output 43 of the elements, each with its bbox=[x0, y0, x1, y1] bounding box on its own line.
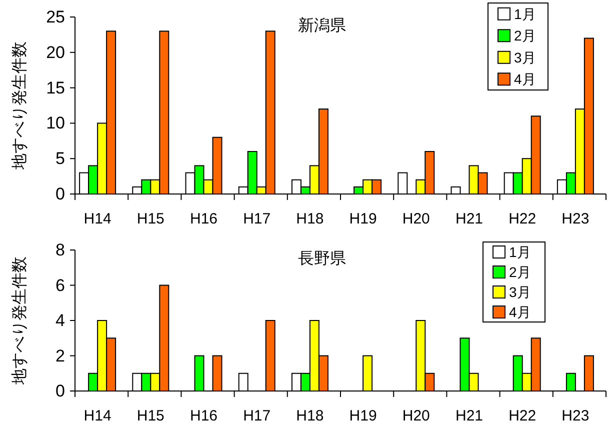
y-tick-label: 0 bbox=[56, 382, 65, 400]
y-tick-label: 0 bbox=[56, 184, 65, 204]
legend-label: 3月 bbox=[514, 49, 536, 66]
legend-label: 2月 bbox=[514, 28, 536, 44]
legend-label: 1月 bbox=[514, 6, 536, 22]
y-axis-title: 地すべり発生件数 bbox=[10, 42, 28, 170]
chart-title: 長野県 bbox=[298, 250, 346, 268]
x-tick-label: H14 bbox=[84, 408, 112, 424]
x-tick-label: H16 bbox=[190, 408, 218, 424]
legend-label: 3月 bbox=[509, 284, 531, 300]
legend-label: 2月 bbox=[509, 264, 531, 280]
x-tick-label: H17 bbox=[243, 408, 271, 424]
y-tick-label: 25 bbox=[46, 8, 65, 26]
x-tick-label: H22 bbox=[508, 408, 536, 424]
y-tick-label: 8 bbox=[56, 240, 65, 260]
x-tick-label: H21 bbox=[455, 210, 484, 228]
x-tick-label: H22 bbox=[508, 210, 536, 228]
y-tick-label: 6 bbox=[56, 276, 65, 295]
y-tick-label: 4 bbox=[56, 311, 65, 330]
legend-label: 1月 bbox=[509, 244, 531, 260]
x-tick-label: H20 bbox=[402, 210, 430, 228]
y-tick-label: 10 bbox=[46, 114, 65, 133]
x-tick-label: H15 bbox=[136, 408, 164, 424]
x-tick-label: H23 bbox=[562, 408, 590, 424]
x-tick-label: H19 bbox=[349, 210, 377, 228]
x-tick-label: H20 bbox=[402, 408, 430, 424]
x-tick-label: H18 bbox=[296, 408, 324, 424]
x-tick-label: H14 bbox=[84, 210, 112, 228]
x-tick-label: H21 bbox=[455, 408, 484, 424]
y-tick-label: 2 bbox=[56, 346, 65, 366]
y-tick-label: 15 bbox=[46, 78, 65, 98]
x-tick-label: H23 bbox=[562, 210, 590, 228]
y-axis-title: 地すべり発生件数 bbox=[10, 256, 28, 386]
legend-label: 4月 bbox=[509, 304, 531, 320]
x-tick-label: H17 bbox=[243, 210, 271, 228]
x-tick-label: H18 bbox=[296, 210, 324, 228]
legend-label: 4月 bbox=[514, 71, 536, 88]
x-tick-label: H16 bbox=[190, 210, 218, 228]
chart-title: 新潟県 bbox=[298, 16, 346, 34]
y-tick-label: 20 bbox=[46, 42, 65, 62]
x-tick-label: H19 bbox=[349, 408, 377, 424]
y-tick-label: 5 bbox=[56, 149, 65, 168]
x-tick-label: H15 bbox=[136, 210, 164, 228]
